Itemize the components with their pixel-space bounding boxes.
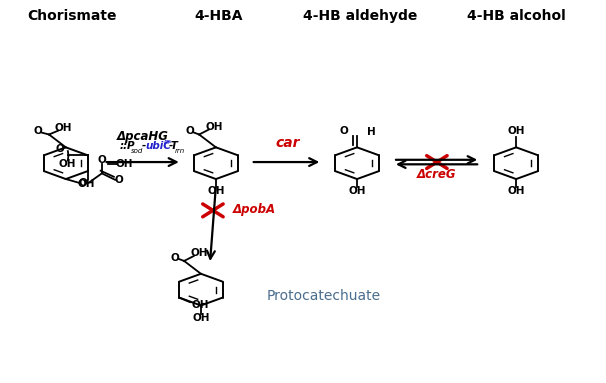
Text: ::: :: bbox=[120, 141, 128, 151]
Text: ΔpcaHG: ΔpcaHG bbox=[117, 130, 168, 143]
Text: OH: OH bbox=[192, 313, 210, 323]
Text: car: car bbox=[276, 136, 300, 150]
Text: O: O bbox=[185, 126, 194, 136]
Text: OH: OH bbox=[78, 178, 95, 188]
Text: O: O bbox=[170, 252, 179, 263]
Text: Chorismate: Chorismate bbox=[27, 9, 116, 23]
Text: O: O bbox=[55, 144, 64, 154]
Text: 4-HBA: 4-HBA bbox=[195, 9, 243, 23]
Text: Protocatechuate: Protocatechuate bbox=[267, 290, 381, 303]
Text: sod: sod bbox=[132, 148, 144, 154]
Text: O: O bbox=[78, 178, 87, 188]
Text: pr: pr bbox=[163, 139, 170, 145]
Text: ΔcreG: ΔcreG bbox=[417, 169, 457, 182]
Text: OH: OH bbox=[507, 126, 525, 136]
Text: OH: OH bbox=[55, 123, 72, 133]
Text: OH: OH bbox=[192, 300, 210, 310]
Text: OH: OH bbox=[191, 249, 208, 259]
Text: 4-HB aldehyde: 4-HB aldehyde bbox=[303, 9, 417, 23]
Text: -: - bbox=[142, 141, 146, 151]
Text: O: O bbox=[339, 126, 348, 136]
Text: ΔpobA: ΔpobA bbox=[233, 203, 276, 216]
Text: P: P bbox=[127, 141, 135, 151]
Text: ubiC: ubiC bbox=[145, 141, 171, 151]
Text: OH: OH bbox=[116, 159, 133, 169]
Text: OH: OH bbox=[507, 186, 525, 196]
Text: rrn: rrn bbox=[175, 148, 185, 154]
Text: -T: -T bbox=[169, 141, 179, 151]
Text: OH: OH bbox=[348, 186, 366, 196]
Text: H: H bbox=[367, 127, 376, 137]
Text: O: O bbox=[115, 175, 124, 185]
Text: OH: OH bbox=[59, 159, 76, 169]
Text: OH: OH bbox=[207, 186, 225, 196]
Text: O: O bbox=[34, 126, 42, 136]
Text: 4-HB alcohol: 4-HB alcohol bbox=[467, 9, 565, 23]
Text: OH: OH bbox=[206, 122, 224, 132]
Text: O: O bbox=[98, 155, 106, 165]
